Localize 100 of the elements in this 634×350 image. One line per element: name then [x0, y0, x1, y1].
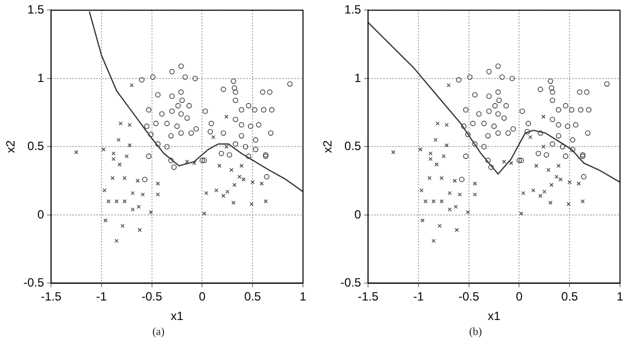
point: [260, 182, 264, 186]
point: [420, 218, 425, 222]
point: [568, 180, 572, 184]
point: [101, 147, 106, 152]
point: [531, 188, 536, 192]
point: [118, 121, 123, 126]
point: [566, 202, 571, 206]
point: [423, 199, 428, 204]
point: [103, 218, 108, 222]
point: [502, 160, 506, 164]
point: [122, 176, 127, 180]
x-axis-title: x1: [488, 309, 501, 324]
point: [580, 199, 585, 204]
point: [549, 182, 554, 187]
x-tick-label: -1.5: [358, 290, 379, 304]
point: [434, 162, 439, 166]
point: [128, 122, 132, 127]
point: [534, 164, 538, 168]
point: [434, 138, 438, 142]
point: [454, 228, 459, 232]
point: [391, 150, 396, 154]
point: [122, 199, 127, 204]
y-tick-label: -0.5: [23, 276, 44, 290]
point: [224, 114, 228, 119]
point: [217, 164, 222, 168]
y-tick-label: 0: [37, 207, 44, 222]
point: [472, 192, 477, 196]
point: [264, 199, 268, 204]
point: [130, 83, 134, 88]
point: [221, 194, 226, 198]
point: [419, 188, 424, 192]
y-tick-label: 0: [354, 207, 362, 222]
point: [130, 191, 135, 196]
point: [442, 154, 446, 158]
point: [558, 177, 563, 182]
point: [110, 176, 115, 180]
x-tick-label: 0.5: [561, 290, 578, 304]
y-tick-label: 1: [37, 70, 44, 85]
point: [118, 162, 122, 166]
point: [204, 191, 208, 196]
point: [140, 192, 145, 196]
point: [576, 182, 581, 186]
point: [231, 200, 236, 205]
point: [458, 192, 462, 196]
point: [114, 238, 119, 243]
point: [444, 143, 449, 148]
point: [528, 135, 532, 140]
point: [250, 180, 255, 184]
x-tick-label: 0: [516, 290, 523, 304]
point: [148, 210, 153, 214]
point: [229, 168, 234, 172]
point: [74, 150, 78, 154]
x-tick-label: -1: [96, 290, 108, 304]
point: [124, 154, 129, 158]
x-tick-label: 0.5: [244, 290, 262, 304]
x-axis-title: x1: [170, 309, 184, 324]
point: [472, 182, 477, 186]
y-tick-label: 1: [354, 70, 362, 85]
point: [156, 182, 160, 186]
point: [440, 199, 444, 204]
point: [554, 174, 559, 179]
point: [130, 207, 135, 212]
point: [452, 178, 457, 183]
point: [211, 135, 216, 140]
point: [232, 182, 237, 187]
point: [214, 188, 218, 192]
point: [136, 178, 140, 183]
point: [116, 138, 121, 142]
point: [436, 121, 440, 126]
point: [138, 228, 142, 232]
point: [240, 164, 244, 168]
point: [106, 199, 111, 204]
point: [438, 224, 442, 228]
point: [250, 202, 254, 206]
point: [541, 144, 546, 149]
point: [556, 164, 561, 168]
point: [224, 144, 228, 149]
point: [548, 200, 552, 205]
point: [542, 190, 546, 194]
point: [521, 191, 526, 196]
x-tick-label: 1: [616, 290, 624, 304]
point: [541, 114, 546, 119]
point: [546, 168, 550, 172]
point: [432, 199, 436, 204]
point: [466, 210, 470, 214]
point: [185, 160, 190, 164]
point: [509, 161, 514, 166]
y-axis-title: x2: [320, 140, 335, 154]
x-tick-label: -0.5: [142, 290, 163, 304]
y-tick-label: 1.5: [344, 2, 362, 17]
point: [428, 176, 432, 180]
point: [120, 224, 125, 228]
point: [448, 207, 452, 212]
point: [202, 212, 206, 216]
x-tick-label: -1: [413, 290, 424, 304]
point: [192, 161, 196, 166]
point: [519, 212, 524, 216]
x-tick-label: 1: [300, 290, 307, 304]
text: (b): [468, 326, 483, 338]
point: [156, 192, 160, 196]
